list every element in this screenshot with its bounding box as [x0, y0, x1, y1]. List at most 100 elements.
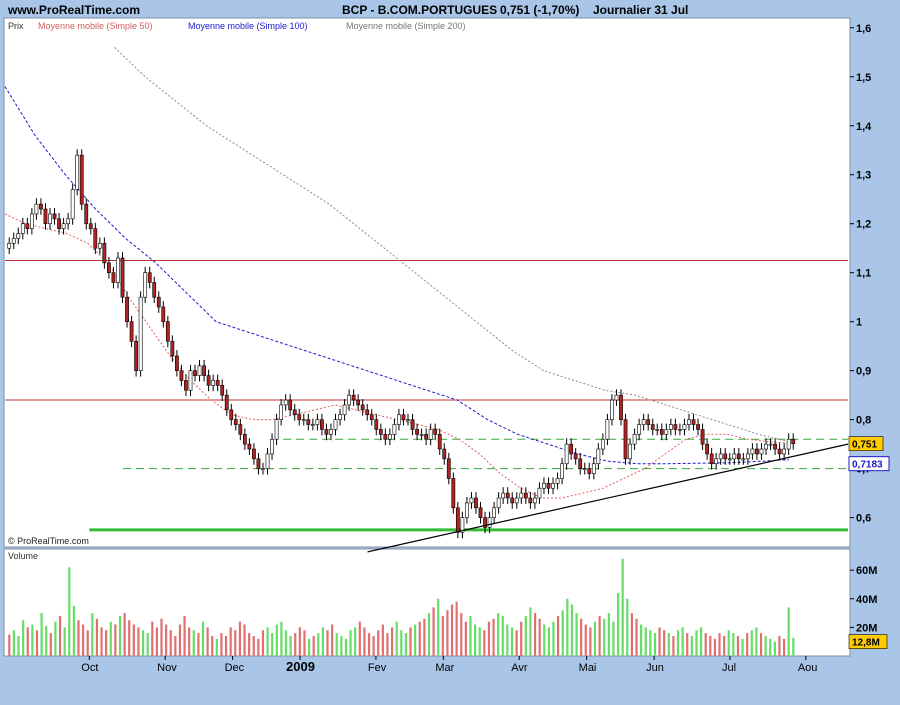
candle: [292, 403, 297, 421]
candle-body: [11, 238, 16, 244]
volume-bar: [45, 625, 48, 656]
candle-body: [369, 414, 374, 420]
time-tick-label: Jul: [722, 662, 736, 674]
volume-bar: [759, 633, 763, 656]
volume-bar: [390, 627, 394, 656]
candle: [84, 198, 89, 230]
candle-body: [768, 443, 773, 446]
candle-body: [165, 321, 170, 342]
candle-body: [288, 399, 293, 411]
candle: [777, 443, 782, 460]
candle: [569, 438, 574, 460]
candle-body: [496, 497, 501, 509]
candle-body: [428, 429, 433, 440]
candle-body: [93, 228, 98, 249]
candle-body: [383, 434, 388, 440]
volume-bar: [709, 635, 712, 656]
volume-bar: [778, 635, 781, 656]
candle: [20, 217, 25, 240]
candle: [70, 183, 75, 225]
site-title[interactable]: www.ProRealTime.com: [7, 3, 140, 17]
volume-bar: [35, 630, 39, 656]
candle-body: [120, 257, 125, 298]
candle: [329, 423, 333, 441]
candle-body: [274, 419, 279, 440]
volume-bar: [607, 613, 610, 656]
candle-body: [125, 296, 129, 322]
candle: [211, 374, 216, 392]
volume-bar: [358, 621, 361, 656]
volume-bar: [557, 615, 560, 656]
volume-bar: [769, 638, 772, 656]
candle-body: [224, 394, 229, 411]
candle: [48, 208, 52, 230]
candle-body: [510, 497, 515, 504]
candle-body: [433, 429, 438, 435]
volume-bar: [12, 630, 16, 656]
candle: [52, 208, 57, 225]
candle: [687, 413, 691, 431]
volume-bar: [418, 621, 421, 656]
volume-bar: [446, 610, 449, 656]
candle: [705, 438, 709, 460]
candle-body: [333, 419, 338, 430]
candle: [659, 423, 664, 441]
candle: [691, 413, 696, 431]
candle: [727, 452, 732, 465]
candle-body: [691, 419, 696, 425]
volume-bar: [280, 621, 283, 656]
volume-tick-label: 20M: [856, 622, 877, 634]
candle: [387, 428, 392, 446]
candle: [66, 212, 71, 230]
volume-bar: [658, 627, 661, 656]
volume-bar: [584, 624, 587, 656]
volume-bar: [294, 633, 297, 656]
candle-body: [43, 208, 48, 225]
volume-bar: [764, 635, 767, 656]
price-tick-label: 1,4: [856, 121, 872, 133]
volume-bar: [252, 635, 255, 656]
candle-body: [478, 507, 483, 518]
candle-body: [265, 453, 270, 469]
volume-bar: [598, 615, 601, 656]
candle-body: [514, 497, 519, 504]
volume-bar: [423, 618, 426, 656]
volume-bar: [432, 607, 435, 656]
candle: [415, 423, 419, 441]
volume-bar: [372, 635, 375, 656]
candle: [696, 418, 700, 436]
candle-body: [714, 458, 719, 465]
candle-body: [696, 424, 700, 430]
volume-bar: [414, 624, 417, 656]
trendline: [367, 443, 849, 553]
candle: [501, 487, 506, 504]
volume-bar: [201, 621, 205, 656]
candle: [460, 511, 465, 539]
volume-bar: [151, 621, 154, 656]
volume-bar: [123, 613, 126, 656]
volume-last-box: [848, 634, 888, 649]
volume-bar: [275, 624, 278, 656]
volume-bar: [363, 627, 366, 656]
volume-bar: [732, 633, 735, 656]
candle: [646, 413, 651, 431]
instrument-name: BCP - B.COM.PORTUGUES: [342, 3, 497, 17]
candle-body: [52, 213, 57, 220]
candle-body: [614, 394, 619, 401]
volume-bar: [455, 601, 458, 656]
candle: [750, 443, 755, 460]
candle-body: [320, 419, 324, 430]
candle: [97, 237, 102, 255]
candle: [369, 408, 374, 426]
volume-bar: [197, 633, 200, 656]
candle: [57, 212, 61, 235]
candle: [768, 438, 773, 451]
volume-bar: [755, 627, 758, 656]
candle: [25, 217, 30, 235]
volume-bar: [404, 633, 408, 656]
volume-bar: [174, 635, 177, 656]
volume-bar: [54, 621, 57, 656]
candle-body: [587, 468, 592, 474]
time-tick-label: Dec: [225, 662, 245, 674]
